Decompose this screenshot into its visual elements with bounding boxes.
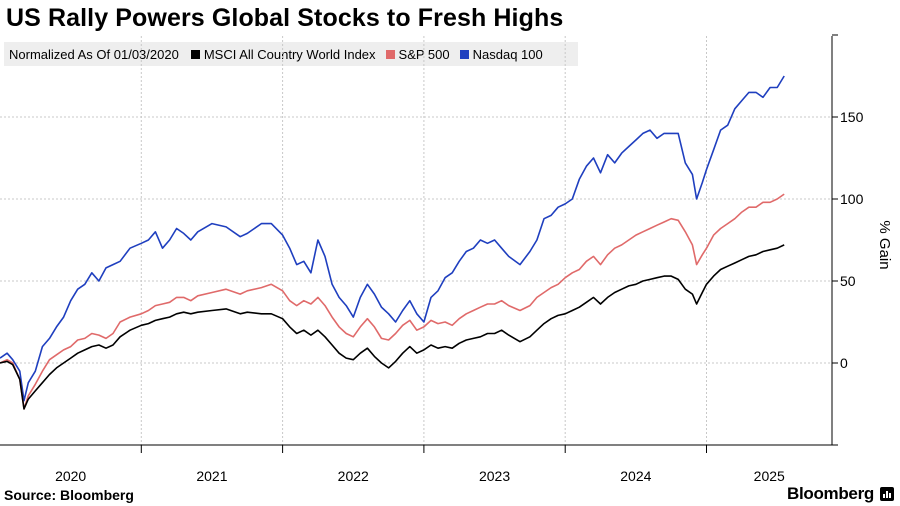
series-lines: [0, 75, 785, 410]
series-line-nasdaq-100: [0, 75, 785, 402]
legend-note: Normalized As Of 01/03/2020: [9, 46, 179, 62]
legend-swatch-sp500: [385, 49, 395, 59]
series-line-msci-all-country-world-index: [0, 244, 785, 410]
series-line-s-p-500: [0, 193, 785, 410]
x-tick-label-2024: 2024: [620, 468, 651, 484]
legend-swatch-msci: [190, 49, 200, 59]
legend-item-nasdaq: Nasdaq 100: [459, 46, 543, 62]
y-tick-label-2: 100: [840, 191, 864, 207]
x-tick-label-2023: 2023: [479, 468, 510, 484]
x-tick-label-2021: 2021: [196, 468, 227, 484]
y-axis: 0 50 100 150: [831, 34, 864, 446]
x-tick-label-2020: 2020: [55, 468, 86, 484]
y-tick-label-1: 50: [840, 273, 856, 289]
chart-title: US Rally Powers Global Stocks to Fresh H…: [6, 4, 564, 32]
bloomberg-terminal-icon: [880, 487, 894, 501]
legend-swatch-nasdaq: [459, 49, 469, 59]
grid-lines: [0, 36, 832, 445]
legend-item-msci: MSCI All Country World Index: [190, 46, 376, 62]
x-tick-label-2022: 2022: [338, 468, 369, 484]
y-tick-label-3: 150: [840, 109, 864, 125]
legend-label-nasdaq: Nasdaq 100: [472, 46, 543, 62]
x-tick-label-2025: 2025: [754, 468, 785, 484]
brand-logo: Bloomberg: [786, 484, 874, 503]
source-note: Source: Bloomberg: [4, 487, 134, 503]
legend-label-msci: MSCI All Country World Index: [203, 46, 376, 62]
x-axis: 2020 2021 2022 2023 2024 2025: [0, 444, 832, 484]
y-axis-label: % Gain: [876, 220, 893, 269]
y-tick-label-0: 0: [840, 355, 848, 371]
